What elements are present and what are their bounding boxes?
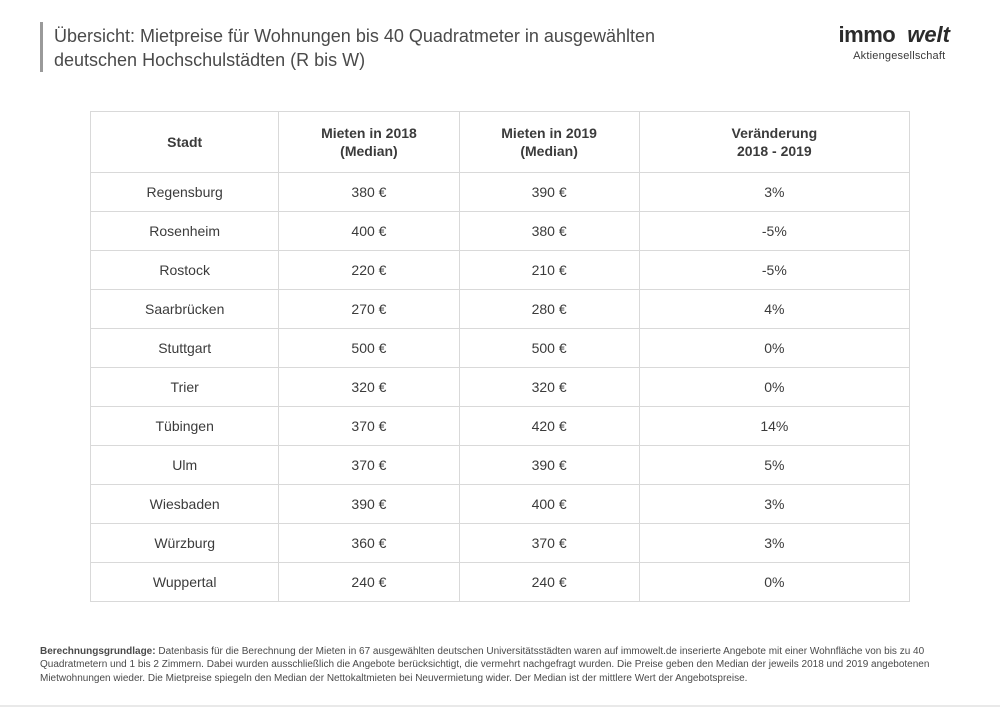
rent-table-body: Regensburg380 €390 €3%Rosenheim400 €380 … [91,172,910,601]
cell-city: Tübingen [91,406,279,445]
cell-2018: 390 € [279,484,459,523]
brand-logo: immo welt Aktiengesellschaft [839,22,960,62]
cell-2019: 320 € [459,367,639,406]
cell-2019: 280 € [459,289,639,328]
cell-2019: 390 € [459,445,639,484]
logo-part-welt-text: welt [907,22,950,48]
table-row: Regensburg380 €390 €3% [91,172,910,211]
cell-2019: 380 € [459,211,639,250]
header: Übersicht: Mietpreise für Wohnungen bis … [0,0,1000,83]
cell-city: Trier [91,367,279,406]
col-header-change: Veränderung2018 - 2019 [639,111,909,172]
cell-change: 3% [639,484,909,523]
cell-2018: 270 € [279,289,459,328]
cell-2018: 370 € [279,445,459,484]
title-accent-bar [40,22,43,72]
table-row: Ulm370 €390 €5% [91,445,910,484]
col-header-change-text: Veränderung2018 - 2019 [732,125,818,159]
cell-change: 3% [639,172,909,211]
cell-2018: 320 € [279,367,459,406]
title-line-2: deutschen Hochschulstädten (R bis W) [54,50,365,70]
table-row: Wuppertal240 €240 €0% [91,562,910,601]
logo-wordmark: immo welt [839,22,960,48]
table-header-row: Stadt Mieten in 2018(Median) Mieten in 2… [91,111,910,172]
cell-change: 5% [639,445,909,484]
col-header-2019-text: Mieten in 2019(Median) [501,125,597,159]
rent-table: Stadt Mieten in 2018(Median) Mieten in 2… [90,111,910,602]
col-header-2019: Mieten in 2019(Median) [459,111,639,172]
rent-table-container: Stadt Mieten in 2018(Median) Mieten in 2… [90,111,910,602]
page-title: Übersicht: Mietpreise für Wohnungen bis … [54,24,754,73]
cell-city: Würzburg [91,523,279,562]
cell-2019: 500 € [459,328,639,367]
cell-2018: 220 € [279,250,459,289]
cell-2019: 370 € [459,523,639,562]
rent-table-head: Stadt Mieten in 2018(Median) Mieten in 2… [91,111,910,172]
cell-2019: 420 € [459,406,639,445]
col-header-city: Stadt [91,111,279,172]
cell-city: Wiesbaden [91,484,279,523]
cell-change: 14% [639,406,909,445]
table-row: Stuttgart500 €500 €0% [91,328,910,367]
cell-2019: 240 € [459,562,639,601]
cell-city: Rosenheim [91,211,279,250]
cell-2018: 500 € [279,328,459,367]
logo-subtitle: Aktiengesellschaft [839,50,960,62]
col-header-2018: Mieten in 2018(Median) [279,111,459,172]
cell-city: Ulm [91,445,279,484]
cell-change: -5% [639,250,909,289]
cell-city: Rostock [91,250,279,289]
cell-change: 0% [639,562,909,601]
table-row: Rostock220 €210 €-5% [91,250,910,289]
col-header-2018-text: Mieten in 2018(Median) [321,125,417,159]
cell-2018: 360 € [279,523,459,562]
cell-city: Stuttgart [91,328,279,367]
cell-change: 0% [639,367,909,406]
footnote-label: Berechnungsgrundlage: [40,646,156,657]
table-row: Wiesbaden390 €400 €3% [91,484,910,523]
cell-2018: 240 € [279,562,459,601]
cell-2019: 400 € [459,484,639,523]
cell-2019: 390 € [459,172,639,211]
table-row: Saarbrücken270 €280 €4% [91,289,910,328]
cell-city: Saarbrücken [91,289,279,328]
cell-city: Regensburg [91,172,279,211]
cell-city: Wuppertal [91,562,279,601]
cell-2018: 380 € [279,172,459,211]
cell-change: 0% [639,328,909,367]
footnote: Berechnungsgrundlage: Datenbasis für die… [40,645,960,686]
cell-2019: 210 € [459,250,639,289]
cell-change: 4% [639,289,909,328]
cell-2018: 370 € [279,406,459,445]
cell-change: 3% [639,523,909,562]
logo-part-welt: welt [897,22,960,48]
footnote-text: Datenbasis für die Berechnung der Mieten… [40,646,929,684]
table-row: Tübingen370 €420 €14% [91,406,910,445]
logo-part-immo: immo [839,22,896,48]
cell-change: -5% [639,211,909,250]
cell-2018: 400 € [279,211,459,250]
table-row: Trier320 €320 €0% [91,367,910,406]
table-row: Rosenheim400 €380 €-5% [91,211,910,250]
title-line-1: Übersicht: Mietpreise für Wohnungen bis … [54,26,655,46]
table-row: Würzburg360 €370 €3% [91,523,910,562]
